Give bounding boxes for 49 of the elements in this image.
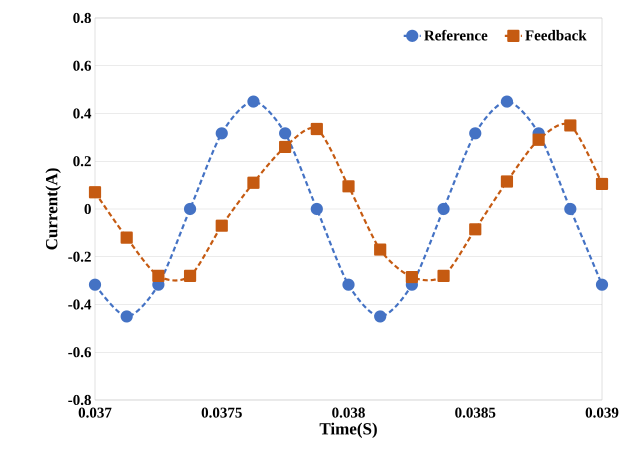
point	[88, 278, 102, 291]
point	[469, 223, 482, 236]
point	[310, 122, 323, 136]
point	[310, 202, 323, 216]
x-tick-label: 0.038	[332, 408, 365, 418]
point	[374, 243, 386, 256]
y-tick-label: -0.6	[68, 347, 92, 358]
x-tick-label: 0.0375	[202, 408, 242, 418]
point	[596, 278, 608, 291]
point	[88, 186, 102, 198]
y-tick-label: 0.2	[73, 156, 91, 166]
point	[564, 119, 576, 132]
y-tick-label: -0.4	[68, 299, 92, 310]
x-tick-label: 0.039	[586, 408, 618, 418]
point	[184, 202, 196, 216]
point	[342, 278, 355, 291]
x-axis-title: Time(S)	[320, 422, 377, 438]
point	[120, 310, 133, 323]
point	[596, 178, 608, 190]
x-tick-label: 0.0385	[455, 408, 496, 418]
point	[279, 140, 292, 154]
point	[247, 176, 260, 189]
point	[374, 310, 386, 323]
point	[342, 180, 355, 192]
y-tick-label: -0.2	[68, 252, 91, 262]
y-tick-label: 0.6	[73, 60, 92, 71]
y-tick-label: 0.4	[73, 108, 92, 119]
y-tick-label: 0.8	[73, 12, 91, 24]
y-tick-label: 0	[84, 204, 91, 214]
point	[152, 270, 164, 282]
y-axis-title: Current(A)	[45, 168, 61, 250]
point	[216, 127, 228, 140]
point	[184, 270, 196, 282]
point	[469, 127, 482, 140]
point	[532, 134, 545, 146]
point	[247, 95, 260, 108]
point	[500, 175, 514, 188]
point	[279, 127, 292, 140]
point	[564, 202, 576, 216]
point	[437, 270, 450, 282]
point	[216, 220, 228, 232]
point	[406, 270, 418, 284]
y-tick-label: -0.8	[68, 394, 91, 406]
point	[120, 232, 133, 244]
legend-label: Feedback	[525, 30, 587, 40]
point	[437, 202, 450, 216]
x-tick-label: 0.037	[78, 408, 112, 418]
point	[500, 95, 514, 108]
legend-label: Reference	[424, 30, 488, 41]
